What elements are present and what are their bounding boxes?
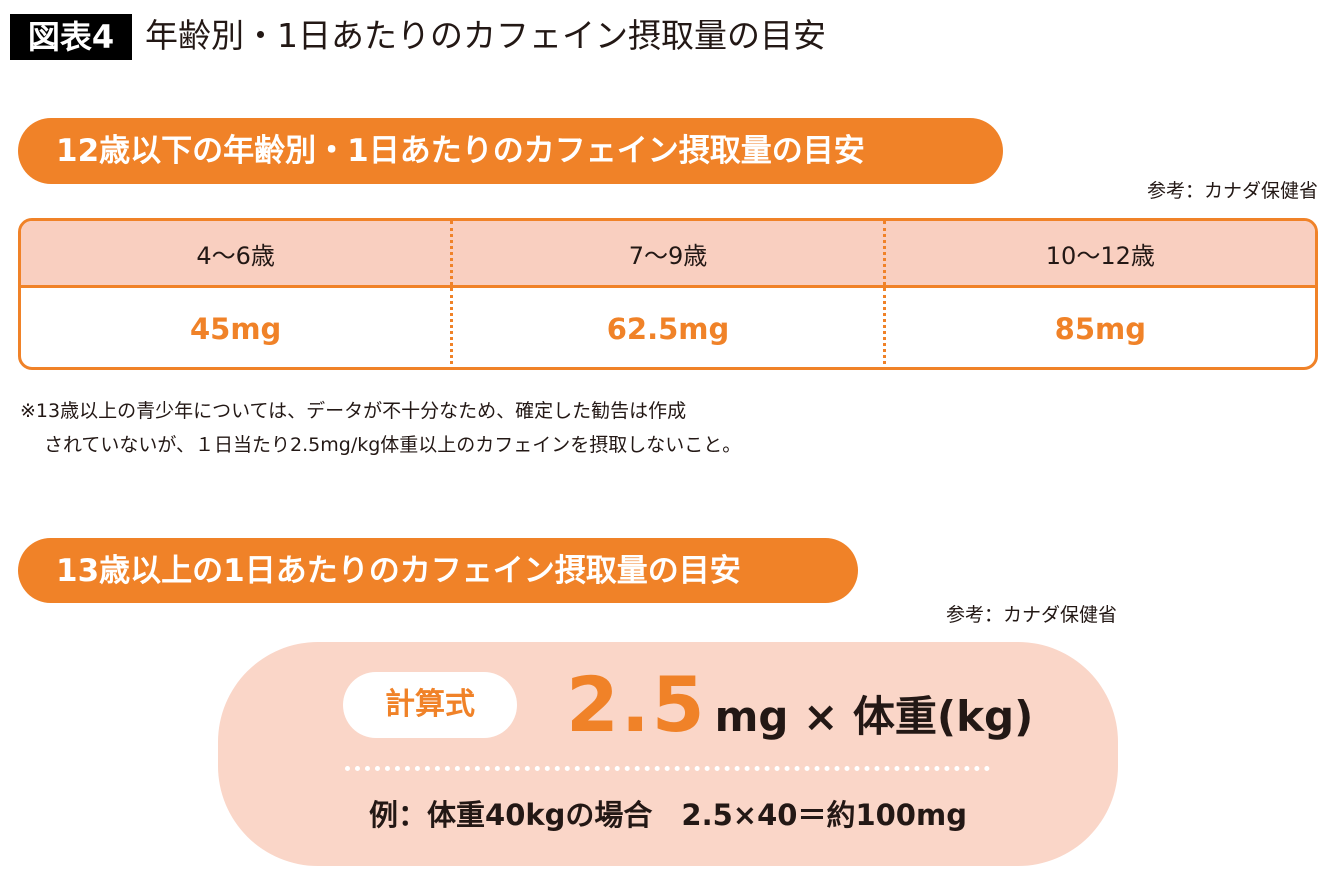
table-header: 4〜6歳 (21, 221, 454, 285)
table-cell: 45mg (21, 288, 454, 367)
table-cell: 62.5mg (453, 288, 886, 367)
section1-source: 参考：カナダ保健省 (1146, 180, 1318, 202)
formula: 2.5 mg × 体重(kg) (566, 660, 1033, 749)
page-title: 年齢別・1日あたりのカフェイン摂取量の目安 (145, 16, 826, 55)
figure-label: 図表4 (10, 14, 132, 60)
section1-heading: 12歳以下の年齢別・1日あたりのカフェイン摂取量の目安 (18, 118, 1003, 184)
calc-badge: 計算式 (343, 672, 517, 738)
dotted-divider (345, 766, 990, 771)
footnote-line: ※13歳以上の青少年については、データが不十分なため、確定した勧告は作成 (20, 400, 687, 422)
coefficient: 2.5 (566, 660, 707, 749)
table-header-row: 4〜6歳 7〜9歳 10〜12歳 (21, 221, 1315, 288)
section2-source: 参考：カナダ保健省 (945, 604, 1117, 626)
footnote-line: されていないが、１日当たり2.5mg/kg体重以上のカフェインを摂取しないこと。 (44, 434, 742, 456)
table-row: 45mg 62.5mg 85mg (21, 288, 1315, 367)
formula-unit: mg × 体重(kg) (714, 692, 1034, 741)
table-header: 7〜9歳 (453, 221, 886, 285)
section2-heading: 13歳以上の1日あたりのカフェイン摂取量の目安 (18, 538, 858, 603)
caffeine-table: 4〜6歳 7〜9歳 10〜12歳 45mg 62.5mg 85mg (18, 218, 1318, 370)
table-header: 10〜12歳 (1045, 241, 1155, 270)
formula-box: 計算式 2.5 mg × 体重(kg) 例：体重40kgの場合 2.5×40＝約… (218, 642, 1118, 866)
table-cell: 85mg (1054, 312, 1146, 346)
example-text: 例：体重40kgの場合 2.5×40＝約100mg (369, 798, 967, 832)
